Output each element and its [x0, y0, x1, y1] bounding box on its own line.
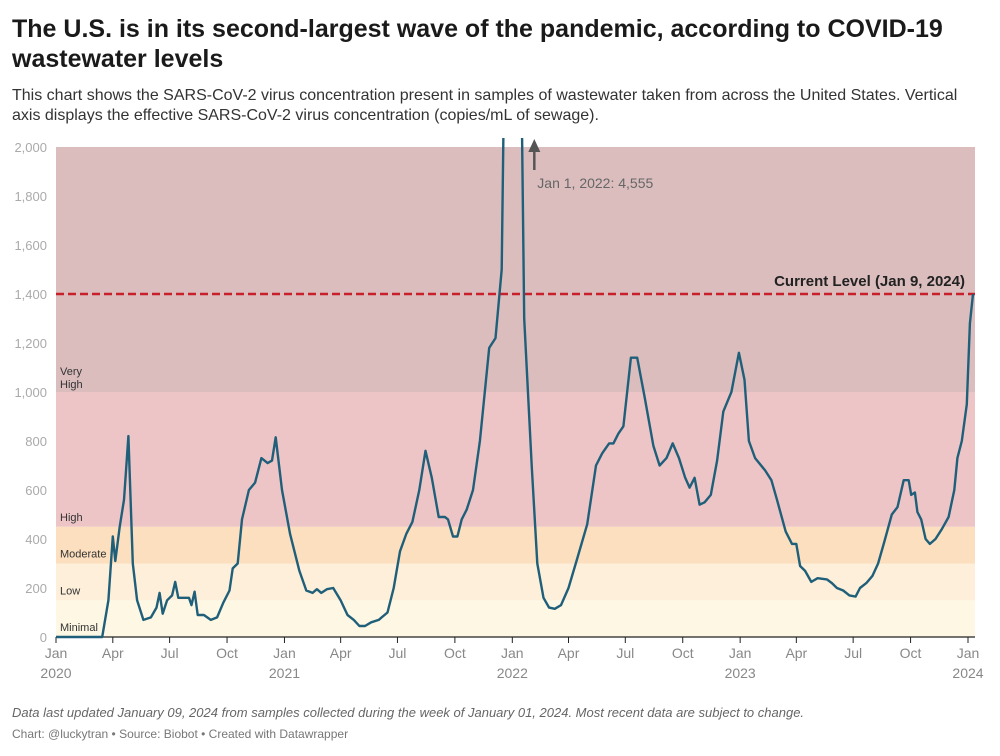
- x-tick-label: Jul: [616, 645, 634, 661]
- x-tick-label: Jul: [161, 645, 179, 661]
- x-tick-label: Jan: [957, 645, 980, 661]
- x-tick-label: Jan: [45, 645, 68, 661]
- x-tick-label: Apr: [558, 645, 580, 661]
- chart-subtitle: This chart shows the SARS-CoV-2 virus co…: [12, 87, 958, 124]
- x-tick-label: Apr: [102, 645, 124, 661]
- series-line: [56, 138, 975, 639]
- y-tick-label: 200: [25, 581, 47, 596]
- x-tick-label: Oct: [900, 645, 922, 661]
- band-label: Low: [60, 585, 80, 597]
- x-tick-label: Oct: [216, 645, 238, 661]
- peak-annotation: Jan 1, 2022: 4,555: [537, 175, 653, 191]
- x-tick-label: Oct: [444, 645, 466, 661]
- band-label: High: [60, 512, 83, 524]
- chart-title: The U.S. is in its second-largest wave o…: [12, 15, 943, 73]
- y-tick-label: 0: [40, 630, 47, 645]
- x-tick-year: 2024: [952, 665, 983, 681]
- arrow-up-icon: [528, 139, 541, 152]
- band-label: Moderate: [60, 549, 106, 561]
- y-tick-label: 1,400: [14, 287, 47, 302]
- y-tick-label: 1,200: [14, 336, 47, 351]
- x-tick-label: Jan: [501, 645, 524, 661]
- y-tick-label: 1,000: [14, 385, 47, 400]
- x-tick-label: Apr: [785, 645, 807, 661]
- band-label: Very High: [60, 366, 83, 391]
- current-level-label: Current Level (Jan 9, 2024): [774, 273, 965, 290]
- x-tick-year: 2023: [725, 665, 756, 681]
- y-tick-label: 1,600: [14, 238, 47, 253]
- band-minimal: [56, 600, 975, 637]
- x-tick-year: 2022: [497, 665, 528, 681]
- x-tick-year: 2020: [40, 665, 71, 681]
- x-tick-year: 2021: [269, 665, 300, 681]
- y-tick-label: 1,800: [14, 189, 47, 204]
- footer-source: Chart: @luckytran • Source: Biobot • Cre…: [12, 727, 349, 741]
- x-tick-label: Apr: [330, 645, 352, 661]
- y-tick-label: 2,000: [14, 140, 47, 155]
- band-low: [56, 563, 975, 601]
- band-very-high: [56, 147, 975, 392]
- y-tick-label: 800: [25, 434, 47, 449]
- x-tick-label: Jul: [389, 645, 407, 661]
- band-label: Minimal: [60, 622, 98, 634]
- x-tick-label: Oct: [672, 645, 694, 661]
- x-tick-label: Jul: [844, 645, 862, 661]
- footer-note: Data last updated January 09, 2024 from …: [12, 705, 805, 720]
- y-tick-label: 400: [25, 532, 47, 547]
- band-moderate: [56, 526, 975, 564]
- band-high: [56, 392, 975, 527]
- x-tick-label: Jan: [273, 645, 296, 661]
- x-tick-label: Jan: [729, 645, 752, 661]
- y-tick-label: 600: [25, 483, 47, 498]
